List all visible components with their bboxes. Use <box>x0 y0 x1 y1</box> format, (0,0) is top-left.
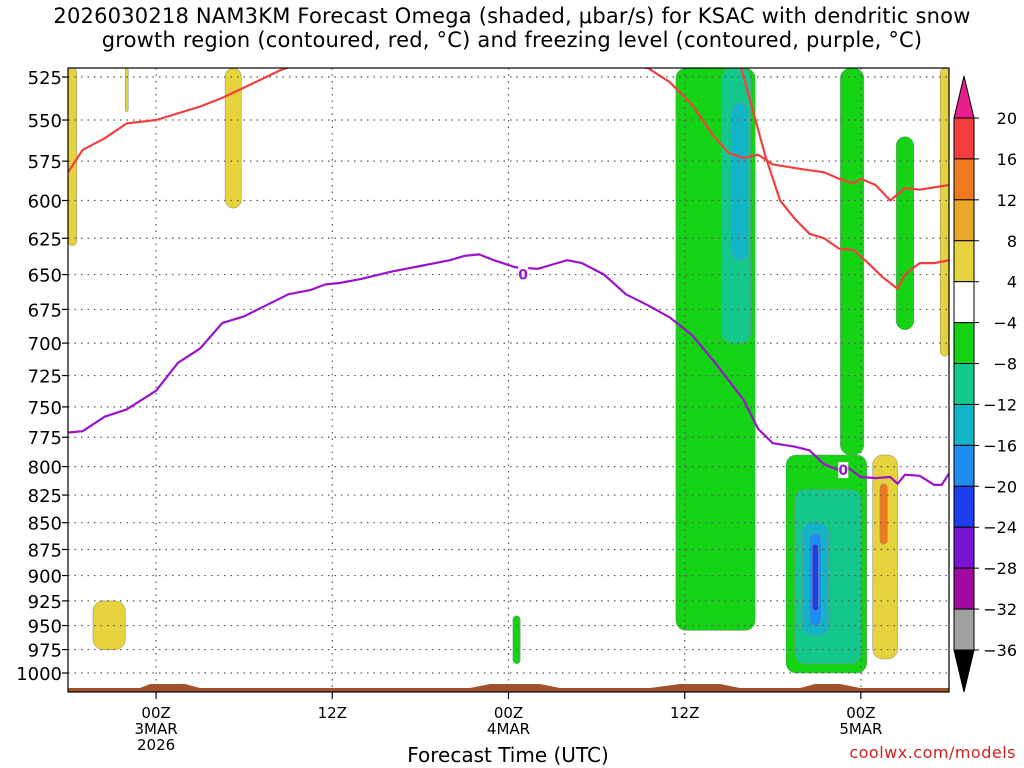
colorbar-label-4: 4 <box>1007 273 1017 292</box>
colorbar-box-9 <box>953 444 975 487</box>
colorbar-label-5: −4 <box>993 314 1017 333</box>
y-tick-label-975: 975 <box>28 641 62 662</box>
terrain-strip <box>68 684 949 692</box>
omega-region-10 <box>840 68 865 456</box>
freezing-label-bg-1 <box>838 462 849 479</box>
chart-title-line2: growth region (contoured, red, °C) and f… <box>101 28 923 52</box>
y-tick-label-525: 525 <box>28 68 62 89</box>
freezing-level-label-1: 0 <box>838 463 848 479</box>
x-tick-label-6-1: 3MAR <box>135 720 178 738</box>
colorbar-box-2 <box>953 158 975 201</box>
colorbar-label-7: −12 <box>983 395 1017 414</box>
colorbar-label-1: 16 <box>997 150 1017 169</box>
omega-region-12 <box>512 615 521 664</box>
x-tick-label-54-1: 5MAR <box>839 720 882 738</box>
y-tick-label-600: 600 <box>28 192 62 213</box>
colorbar-box-8 <box>953 403 975 446</box>
colorbar-label-9: −20 <box>983 477 1017 496</box>
y-tick-label-1000: 1000 <box>16 664 62 685</box>
x-tick-label-30-1: 4MAR <box>487 720 530 738</box>
y-tick-label-700: 700 <box>28 334 62 355</box>
omega-region-7 <box>879 483 888 545</box>
colorbar-label-3: 8 <box>1007 232 1017 251</box>
y-tick-label-950: 950 <box>28 617 62 638</box>
colorbar-box-4 <box>953 240 975 283</box>
colorbar-box-7 <box>953 363 975 405</box>
y-tick-label-825: 825 <box>28 486 62 507</box>
colorbar-label-13: −36 <box>983 641 1017 660</box>
colorbar-box-11 <box>953 526 975 569</box>
colorbar-box-1 <box>953 117 975 160</box>
colorbar-top-arrow <box>953 75 975 119</box>
y-tick-label-850: 850 <box>28 514 62 535</box>
chart-title-line1: 2026030218 NAM3KM Forecast Omega (shaded… <box>53 4 971 28</box>
y-tick-label-575: 575 <box>28 152 62 173</box>
colorbar-label-8: −16 <box>983 436 1017 455</box>
y-tick-label-800: 800 <box>28 458 62 479</box>
colorbar-label-2: 12 <box>997 191 1017 210</box>
omega-region-1 <box>125 68 129 112</box>
omega-region-11 <box>895 136 915 331</box>
x-tick-label-18-0: 12Z <box>318 704 347 722</box>
x-tick-label-54-0: 00Z <box>846 704 875 722</box>
y-tick-label-925: 925 <box>28 592 62 613</box>
colorbar-label-11: −28 <box>983 559 1017 578</box>
chart-title: 2026030218 NAM3KM Forecast Omega (shaded… <box>0 4 1024 52</box>
y-tick-label-775: 775 <box>28 428 62 449</box>
colorbar-box-10 <box>953 485 975 528</box>
freezing-level-label-0: 0 <box>518 268 528 284</box>
omega-shading <box>68 68 949 674</box>
x-tick-label-6-2: 2026 <box>137 736 175 754</box>
y-tick-label-725: 725 <box>28 367 62 388</box>
colorbar-box-3 <box>953 199 975 242</box>
colorbar-box-6 <box>953 322 975 365</box>
colorbar-box-5 <box>953 281 975 324</box>
y-tick-label-650: 650 <box>28 266 62 287</box>
omega-region-5 <box>872 454 898 660</box>
axes: 525 550 575 600 625 650 675 700 725 750 775 800 825 8… <box>16 68 882 754</box>
colorbar-label-10: −24 <box>983 518 1017 537</box>
colorbar-label-0: 20 <box>997 109 1017 128</box>
omega-region-6 <box>939 68 949 357</box>
y-tick-label-875: 875 <box>28 540 62 561</box>
colorbar-label-6: −8 <box>993 355 1017 374</box>
omega-region-15 <box>731 102 749 261</box>
x-axis-label: Forecast Time (UTC) <box>407 743 609 767</box>
x-tick-label-30-0: 00Z <box>494 704 523 722</box>
omega-region-18 <box>812 543 819 612</box>
colorbar-box-13 <box>953 608 975 651</box>
colorbar: 20 16 12 8 4 −4 −8 −12 −16 −20 −24 −28 −32 −36 <box>953 75 1017 693</box>
y-tick-label-550: 550 <box>28 111 62 132</box>
y-tick-label-750: 750 <box>28 398 62 419</box>
colorbar-box-12 <box>953 567 975 610</box>
dendritic-contour-upper <box>68 68 949 202</box>
y-tick-label-625: 625 <box>28 229 62 250</box>
colorbar-bottom-arrow <box>953 649 975 693</box>
contours: 00 <box>68 68 949 486</box>
source-credit: coolwx.com/models <box>849 743 1016 762</box>
y-tick-label-900: 900 <box>28 567 62 588</box>
grid <box>68 68 949 692</box>
freezing-level-line <box>68 253 949 486</box>
dendritic-contour-lower <box>739 68 949 290</box>
x-tick-label-6-0: 00Z <box>141 704 170 722</box>
freezing-label-bg-0 <box>518 266 529 283</box>
omega-region-0 <box>68 68 78 246</box>
omega-region-3 <box>92 600 126 650</box>
colorbar-label-12: −32 <box>983 600 1017 619</box>
x-tick-label-42-0: 12Z <box>670 704 699 722</box>
y-tick-label-675: 675 <box>28 300 62 321</box>
